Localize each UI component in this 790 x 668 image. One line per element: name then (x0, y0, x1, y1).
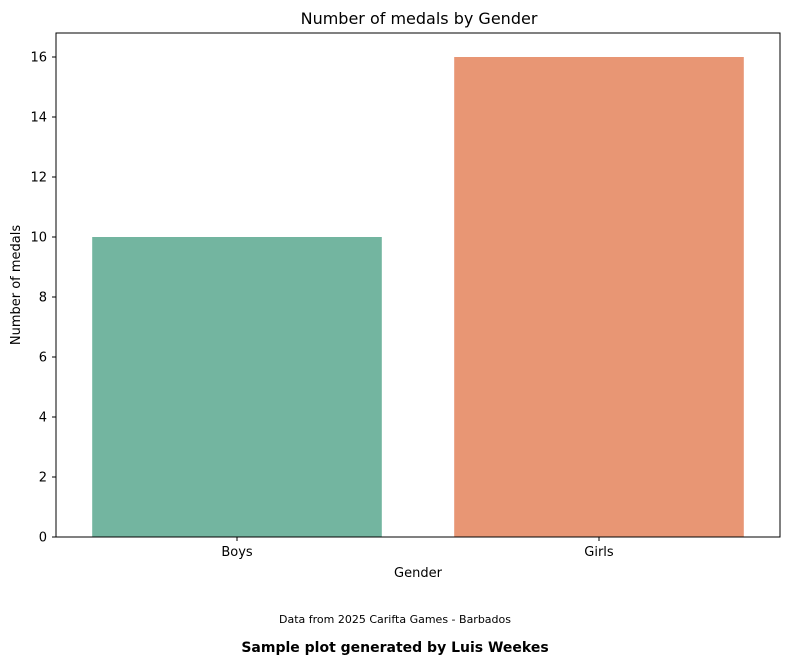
source-note: Data from 2025 Carifta Games - Barbados (279, 613, 511, 626)
y-tick-label: 16 (30, 51, 47, 66)
y-tick-label: 0 (39, 531, 47, 546)
axis-ticks: Boys Girls 0 2 4 6 8 10 12 14 16 (30, 51, 613, 561)
bar-boys (92, 237, 382, 537)
x-axis-label: Gender (394, 566, 443, 581)
y-axis-label: Number of medals (9, 225, 24, 346)
plot-frame (55, 32, 781, 538)
y-tick-label: 10 (30, 231, 47, 246)
y-tick-label: 8 (39, 291, 47, 306)
credit-line: Sample plot generated by Luis Weekes (241, 640, 549, 656)
x-tick-label: Boys (221, 545, 253, 560)
bar-girls (454, 57, 744, 537)
y-tick-label: 6 (39, 351, 47, 366)
x-tick-label: Girls (584, 545, 614, 560)
bars-layer (92, 57, 744, 537)
y-tick-label: 2 (39, 471, 47, 486)
y-tick-label: 14 (30, 111, 47, 126)
y-tick-label: 4 (39, 411, 47, 426)
y-tick-label: 12 (30, 171, 47, 186)
chart-title: Number of medals by Gender (301, 9, 538, 28)
